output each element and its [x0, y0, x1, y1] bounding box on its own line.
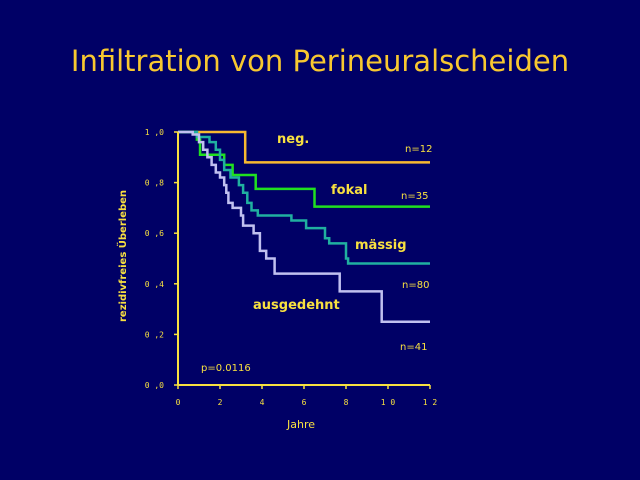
y-tick-label: 0 ,8: [145, 179, 164, 188]
series-n-label: n=41: [400, 342, 427, 353]
x-tick-label: 4: [260, 398, 265, 407]
series-label: ausgedehnt: [253, 298, 340, 313]
y-tick-label: 0 ,2: [145, 330, 164, 339]
x-tick-label: 6: [302, 398, 307, 407]
series-n-label: n=12: [405, 144, 432, 155]
y-tick-label: 0 ,6: [145, 229, 164, 238]
y-tick-label: 1 ,0: [145, 128, 164, 137]
series-line-0: [178, 130, 430, 164]
series-n-label: n=80: [402, 280, 429, 291]
series-label: mässig: [355, 238, 407, 253]
series-label: fokal: [331, 183, 367, 198]
y-tick-label: 0 ,4: [145, 280, 164, 289]
p-value-annotation: p=0.0116: [201, 363, 251, 374]
y-tick-label: 0 ,0: [145, 381, 164, 390]
x-tick-label: 1 0: [381, 398, 396, 407]
x-tick-label: 0: [176, 398, 181, 407]
series-n-label: n=35: [401, 191, 428, 202]
y-axis-label: rezidivfreies Überleben: [115, 190, 129, 322]
chart-title: Infiltration von Perineuralscheiden: [70, 44, 570, 78]
x-tick-label: 2: [218, 398, 223, 407]
x-tick-label: 8: [344, 398, 349, 407]
x-axis-label: Jahre: [286, 418, 315, 431]
series-line-3: [178, 130, 430, 323]
x-tick-label: 1 2: [423, 398, 438, 407]
series-line-1: [178, 130, 430, 208]
series-label: neg.: [277, 132, 309, 147]
series-line-2: [178, 130, 430, 265]
